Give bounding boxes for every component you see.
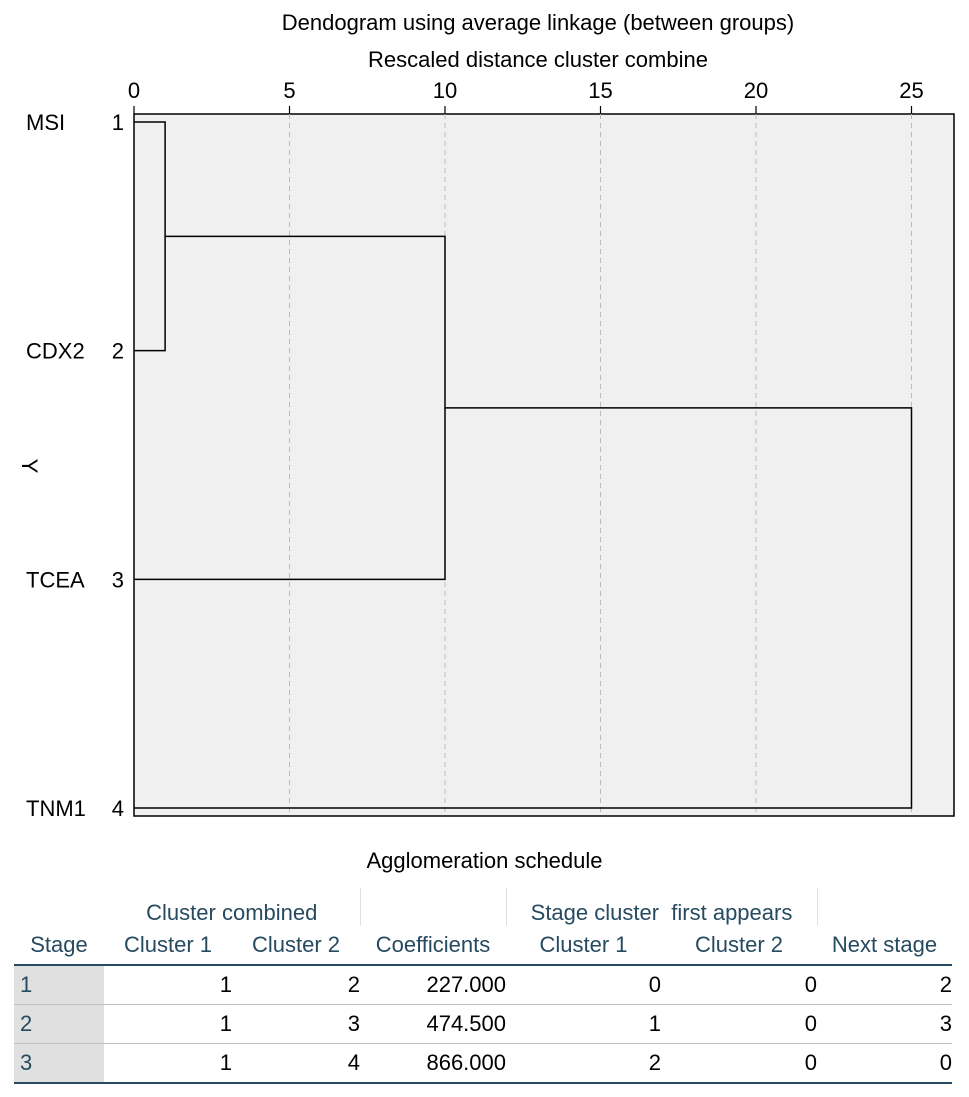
leaf-number: 3 [112, 567, 124, 592]
x-tick-label: 0 [128, 78, 140, 103]
cell: 0 [817, 1043, 952, 1084]
cell: 1 [104, 1004, 232, 1044]
cell: 1 [104, 1043, 232, 1084]
leaf-number: 2 [112, 339, 124, 364]
col-header-cluster2: Cluster 2 [251, 932, 341, 957]
cell-stage: 3 [14, 1043, 104, 1084]
leaf-number: 1 [112, 110, 124, 135]
y-axis-label: Y [17, 459, 42, 474]
col-header-coefficients: Coefficients [375, 932, 491, 957]
col-header-stage-cluster2: Cluster 2 [694, 932, 784, 957]
stage-cluster-text: Stage cluster [530, 900, 660, 925]
empty-header [359, 888, 506, 926]
cell: 4 [232, 1043, 360, 1084]
table-row: 3 1 4 866.000 2 0 0 [14, 1043, 952, 1084]
leaf-label: CDX2 [26, 339, 85, 364]
group-header-row: Cluster combined Stage cluster first app… [14, 888, 952, 926]
first-appears-text: first appears [671, 900, 793, 925]
cell: 0 [661, 1043, 817, 1084]
cell: 1 [506, 1004, 661, 1044]
column-header-row: Stage Cluster 1 Cluster 2 Coefficients C… [14, 926, 952, 965]
col-header-stage-cluster1: Cluster 1 [539, 932, 628, 957]
cell: 2 [232, 964, 360, 1005]
stage-first-appears-header: Stage cluster first appears [505, 888, 817, 926]
cell: 3 [817, 1004, 952, 1044]
leaf-label: TNM1 [26, 796, 86, 821]
empty-header [816, 888, 952, 926]
x-tick-label: 10 [433, 78, 457, 103]
table-row: 2 1 3 474.500 1 0 3 [14, 1004, 952, 1044]
cell: 2 [817, 964, 952, 1005]
x-tick-label: 20 [744, 78, 768, 103]
x-tick-label: 5 [283, 78, 295, 103]
x-axis-label: Rescaled distance cluster combine [368, 47, 708, 72]
cell: 2 [506, 1043, 661, 1084]
cell: 0 [661, 1004, 817, 1044]
dendrogram-chart: Dendogram using average linkage (between… [17, 10, 955, 821]
plot-area [133, 113, 955, 817]
cell: 227.000 [360, 964, 506, 1005]
agglomeration-table: Cluster combined Stage cluster first app… [14, 888, 952, 1084]
cluster-combined-header: Cluster combined [146, 900, 318, 925]
x-tick-label: 15 [588, 78, 612, 103]
dendrogram-link [134, 407, 913, 809]
cell: 1 [104, 964, 232, 1005]
cell: 0 [506, 964, 661, 1005]
cell: 3 [232, 1004, 360, 1044]
leaf-label: TCEA [26, 567, 85, 592]
table-row: 1 1 2 227.000 0 0 2 [14, 964, 952, 1005]
empty-header [14, 888, 104, 926]
cell-stage: 1 [14, 964, 104, 1005]
col-header-cluster1: Cluster 1 [123, 932, 213, 957]
x-tick-label: 25 [899, 78, 923, 103]
col-header-stage: Stage [30, 932, 88, 957]
cell: 474.500 [360, 1004, 506, 1044]
col-header-next-stage: Next stage [831, 932, 938, 957]
cell: 866.000 [360, 1043, 506, 1084]
leaf-number: 4 [112, 796, 124, 821]
cell-stage: 2 [14, 1004, 104, 1044]
leaf-label: MSI [26, 110, 65, 135]
chart-title: Dendogram using average linkage (between… [282, 10, 794, 35]
cell: 0 [661, 964, 817, 1005]
schedule-title: Agglomeration schedule [366, 848, 603, 873]
